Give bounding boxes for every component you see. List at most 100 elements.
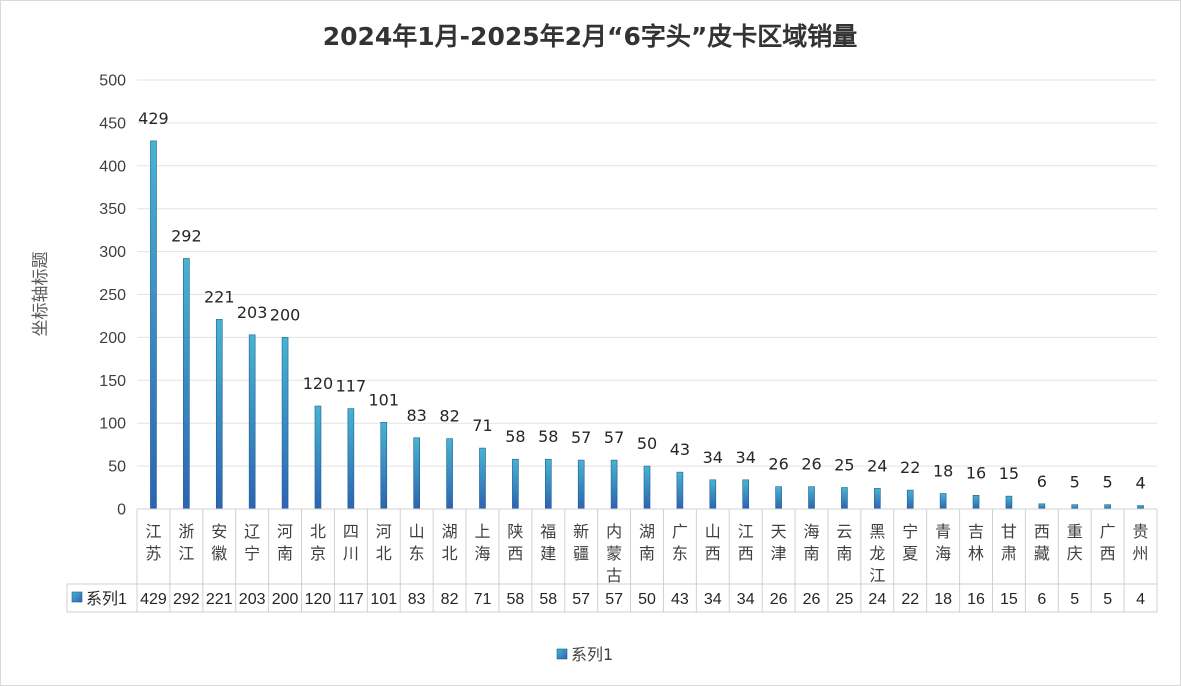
category-label: 浙江 xyxy=(178,522,194,563)
category-label: 重庆 xyxy=(1067,522,1083,563)
category-label: 安徽 xyxy=(211,522,227,563)
table-value: 34 xyxy=(737,591,755,608)
bar xyxy=(1104,504,1111,510)
bars xyxy=(150,140,1144,510)
category-label: 湖南 xyxy=(639,522,655,563)
data-label: 429 xyxy=(138,109,169,128)
bar xyxy=(577,459,585,510)
table-value: 57 xyxy=(605,591,623,608)
data-label: 101 xyxy=(369,390,400,409)
data-label: 58 xyxy=(538,427,558,446)
data-label: 5 xyxy=(1070,473,1080,492)
data-label: 58 xyxy=(505,427,525,446)
table-legend-key xyxy=(71,591,83,603)
table-series-name: 系列1 xyxy=(86,590,127,608)
table-value: 5 xyxy=(1070,591,1079,608)
category-label: 广东 xyxy=(672,522,688,563)
category-label: 青海 xyxy=(935,522,951,563)
table-value: 117 xyxy=(338,591,364,608)
table-value: 25 xyxy=(836,591,854,608)
data-label: 15 xyxy=(999,464,1019,483)
table-value: 16 xyxy=(967,591,985,608)
category-label: 福建 xyxy=(540,522,556,563)
category-label: 河北 xyxy=(376,522,392,563)
table-value: 6 xyxy=(1037,591,1046,608)
bar xyxy=(544,458,552,510)
category-label: 吉林 xyxy=(968,522,984,563)
table-value: 58 xyxy=(506,591,524,608)
bar xyxy=(906,489,914,510)
data-label: 34 xyxy=(703,448,723,467)
table-value: 292 xyxy=(173,591,200,608)
category-label: 四川 xyxy=(343,522,359,563)
table-value: 57 xyxy=(572,591,590,608)
bar xyxy=(479,447,486,510)
y-tick-label: 400 xyxy=(99,158,126,175)
data-label: 43 xyxy=(670,440,690,459)
y-tick-label: 300 xyxy=(99,244,126,261)
bar xyxy=(150,140,157,510)
category-label: 宁夏 xyxy=(902,522,918,563)
bar xyxy=(413,437,420,510)
category-label: 上海 xyxy=(474,522,490,563)
table-value: 83 xyxy=(408,591,426,608)
category-label: 海南 xyxy=(804,522,820,563)
table-value: 58 xyxy=(539,591,557,608)
bar xyxy=(1005,495,1013,510)
data-label: 83 xyxy=(406,406,426,425)
table-value: 50 xyxy=(638,591,656,608)
bar xyxy=(248,334,256,510)
bar xyxy=(939,493,947,510)
table-value: 34 xyxy=(704,591,722,608)
bar xyxy=(808,486,815,510)
category-label: 新疆 xyxy=(573,522,589,563)
bar xyxy=(874,488,881,510)
table-value: 26 xyxy=(770,591,788,608)
bar xyxy=(347,408,355,510)
gridlines xyxy=(137,79,1157,510)
table-value: 22 xyxy=(901,591,919,608)
category-label: 西藏 xyxy=(1034,522,1050,563)
bar xyxy=(1038,503,1046,510)
legend-label: 系列1 xyxy=(571,645,613,664)
category-label: 山东 xyxy=(409,522,425,563)
table-value: 71 xyxy=(474,591,492,608)
data-label: 203 xyxy=(237,303,268,322)
data-label: 25 xyxy=(834,456,854,475)
y-tick-label: 500 xyxy=(99,73,126,90)
y-tick-label: 150 xyxy=(99,373,126,390)
data-label: 117 xyxy=(336,377,367,396)
data-label: 34 xyxy=(736,448,756,467)
bar xyxy=(643,465,651,510)
category-label: 贵州 xyxy=(1133,522,1149,563)
data-label: 5 xyxy=(1103,473,1113,492)
category-label: 辽宁 xyxy=(244,522,260,563)
data-label: 292 xyxy=(171,226,202,245)
bar xyxy=(841,487,848,510)
category-label: 内蒙古 xyxy=(606,522,622,585)
data-label: 82 xyxy=(439,407,459,426)
category-label: 湖北 xyxy=(442,522,458,563)
bar xyxy=(775,486,782,510)
data-label: 26 xyxy=(768,455,788,474)
data-label: 57 xyxy=(604,428,624,447)
y-tick-label: 50 xyxy=(108,459,126,476)
table-value: 101 xyxy=(370,591,397,608)
y-tick-label: 100 xyxy=(99,416,126,433)
data-label: 24 xyxy=(867,456,887,475)
y-tick-label: 200 xyxy=(99,330,126,347)
data-label: 50 xyxy=(637,434,657,453)
y-axis-title: 坐标轴标题 xyxy=(31,252,51,337)
table-value: 15 xyxy=(1000,591,1018,608)
category-label: 河南 xyxy=(277,522,293,563)
table-value: 5 xyxy=(1103,591,1112,608)
y-tick-label: 250 xyxy=(99,287,126,304)
data-label: 6 xyxy=(1037,472,1047,491)
data-label: 16 xyxy=(966,463,986,482)
data-label: 57 xyxy=(571,428,591,447)
data-label: 200 xyxy=(270,305,301,324)
